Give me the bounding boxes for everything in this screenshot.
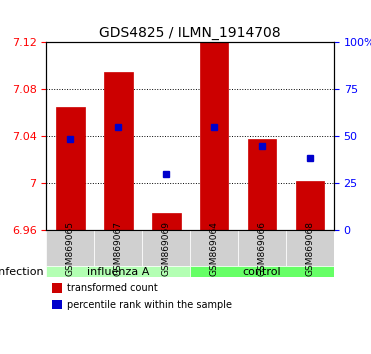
Text: GSM869066: GSM869066 — [257, 221, 266, 276]
Text: percentile rank within the sample: percentile rank within the sample — [66, 300, 232, 310]
Bar — [152, 213, 181, 230]
Bar — [296, 181, 324, 230]
FancyBboxPatch shape — [190, 230, 238, 266]
Text: GSM869064: GSM869064 — [210, 221, 219, 275]
FancyBboxPatch shape — [238, 230, 286, 266]
FancyBboxPatch shape — [46, 230, 94, 266]
FancyBboxPatch shape — [190, 266, 334, 278]
Title: GDS4825 / ILMN_1914708: GDS4825 / ILMN_1914708 — [99, 26, 281, 40]
FancyBboxPatch shape — [94, 230, 142, 266]
Bar — [56, 107, 85, 230]
Text: GSM869067: GSM869067 — [114, 221, 123, 276]
FancyBboxPatch shape — [286, 230, 334, 266]
Text: GSM869065: GSM869065 — [66, 221, 75, 276]
Text: infection: infection — [0, 267, 44, 276]
Bar — [248, 139, 276, 230]
Bar — [200, 42, 229, 230]
FancyBboxPatch shape — [142, 230, 190, 266]
Bar — [52, 283, 62, 292]
Text: control: control — [243, 267, 281, 276]
Text: GSM869069: GSM869069 — [162, 221, 171, 276]
FancyBboxPatch shape — [46, 266, 190, 278]
Bar — [52, 300, 62, 309]
Text: GSM869068: GSM869068 — [305, 221, 315, 276]
Text: influenza A: influenza A — [87, 267, 150, 276]
Bar — [104, 72, 133, 230]
Text: transformed count: transformed count — [66, 283, 157, 293]
